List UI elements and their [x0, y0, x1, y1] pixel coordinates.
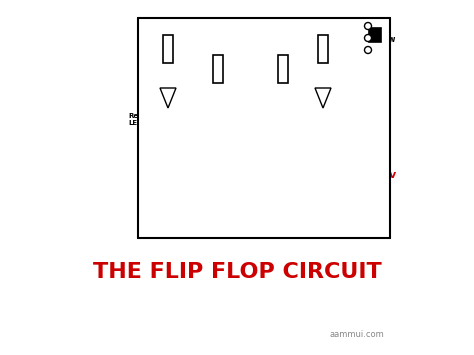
- Circle shape: [148, 138, 208, 198]
- Text: Sw: Sw: [384, 36, 396, 44]
- Polygon shape: [315, 88, 331, 108]
- Bar: [163, 35, 173, 63]
- Circle shape: [365, 22, 372, 29]
- Text: Q2: Q2: [293, 170, 302, 175]
- Text: 470R: 470R: [140, 21, 162, 30]
- Text: 10k: 10k: [261, 38, 277, 47]
- Text: e: e: [162, 196, 166, 201]
- Bar: [213, 55, 223, 83]
- Text: v: v: [389, 170, 396, 180]
- Circle shape: [285, 138, 345, 198]
- Text: 100u: 100u: [172, 127, 190, 132]
- Text: c: c: [347, 160, 350, 165]
- Text: 470R: 470R: [301, 21, 323, 30]
- Text: 100u: 100u: [287, 127, 304, 132]
- Text: LED₂: LED₂: [301, 91, 319, 97]
- Bar: [369, 28, 381, 42]
- Text: Q1: Q1: [188, 170, 197, 175]
- Polygon shape: [160, 88, 176, 108]
- Text: b: b: [174, 170, 178, 175]
- Text: 10k: 10k: [224, 72, 240, 81]
- Text: +: +: [320, 130, 328, 140]
- Text: +: +: [362, 73, 375, 88]
- Text: b: b: [313, 170, 317, 175]
- Text: +: +: [160, 130, 168, 140]
- Text: e: e: [323, 196, 327, 201]
- Bar: [138, 18, 390, 238]
- Circle shape: [365, 34, 372, 42]
- Text: LED₁: LED₁: [140, 91, 158, 97]
- Text: c: c: [139, 160, 143, 165]
- Bar: [318, 35, 328, 63]
- Text: aammui.com: aammui.com: [330, 330, 385, 339]
- Text: THE FLIP FLOP CIRCUIT: THE FLIP FLOP CIRCUIT: [92, 262, 382, 282]
- Text: BC 547: BC 547: [170, 206, 200, 215]
- Text: Red
LED: Red LED: [128, 113, 143, 126]
- Bar: [278, 55, 288, 83]
- Circle shape: [365, 47, 372, 54]
- Text: 9: 9: [373, 158, 388, 178]
- Text: Green
cLED: Green cLED: [328, 113, 352, 126]
- Text: BC 547: BC 547: [287, 206, 317, 215]
